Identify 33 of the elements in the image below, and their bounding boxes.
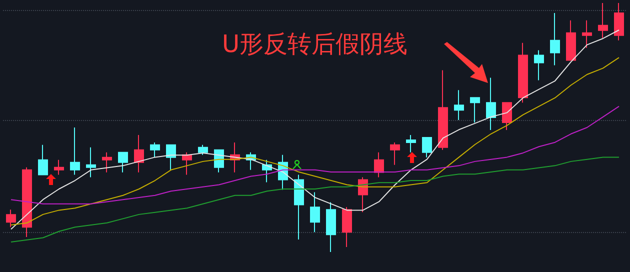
annotation: U形反转后假阴线 [222, 30, 408, 58]
candlestick [198, 144, 208, 156]
candlestick [518, 42, 528, 104]
candlestick [22, 166, 32, 238]
candlestick [6, 209, 16, 228]
candlestick [422, 136, 432, 158]
candlestick [326, 202, 336, 252]
candlestick [470, 97, 480, 124]
candlestick [294, 174, 304, 240]
candlestick [374, 152, 384, 178]
candlestick [118, 152, 128, 173]
candlestick [454, 90, 464, 121]
candlestick [38, 144, 48, 176]
candlestick [134, 134, 144, 173]
candlestick [86, 146, 96, 178]
candlestick [150, 142, 160, 158]
candlestick [534, 50, 544, 81]
candlestick [566, 20, 576, 61]
candlestick [502, 102, 512, 130]
candlestick [70, 127, 80, 176]
candlestick [54, 159, 64, 176]
candlestick [166, 144, 176, 170]
candlestick [182, 152, 192, 176]
candlestick [342, 206, 352, 248]
candlestick [486, 77, 496, 130]
candlestick [582, 20, 592, 48]
candlestick [310, 192, 320, 233]
candlestick [438, 70, 448, 150]
candlestick [390, 142, 400, 166]
candlestick [614, 2, 624, 41]
candlestick [102, 152, 112, 173]
candlestick [550, 12, 560, 66]
candlestick [598, 2, 608, 38]
